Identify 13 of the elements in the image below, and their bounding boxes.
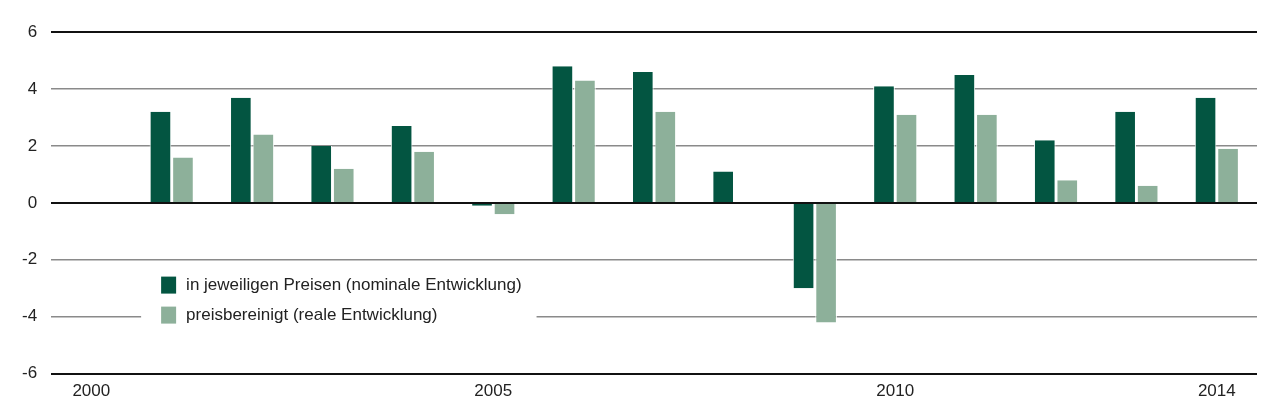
- x-tick-label: 2014: [1197, 381, 1236, 401]
- y-tick-label: -2: [21, 249, 38, 269]
- y-tick-label: -4: [21, 306, 38, 326]
- y-tick-label: 0: [27, 192, 38, 212]
- y-tick-label: 4: [27, 78, 38, 98]
- y-tick-label: 2: [27, 135, 38, 155]
- legend-label: preisbereinigt (reale Entwicklung): [186, 305, 438, 325]
- x-tick-label: 2005: [474, 381, 513, 401]
- legend-label: in jeweiligen Preisen (nominale Entwicklung): [186, 275, 522, 295]
- y-tick-label: 6: [27, 21, 38, 41]
- x-tick-label: 2010: [876, 381, 915, 401]
- x-tick-label: 2000: [72, 381, 111, 401]
- y-tick-label: -6: [21, 363, 38, 383]
